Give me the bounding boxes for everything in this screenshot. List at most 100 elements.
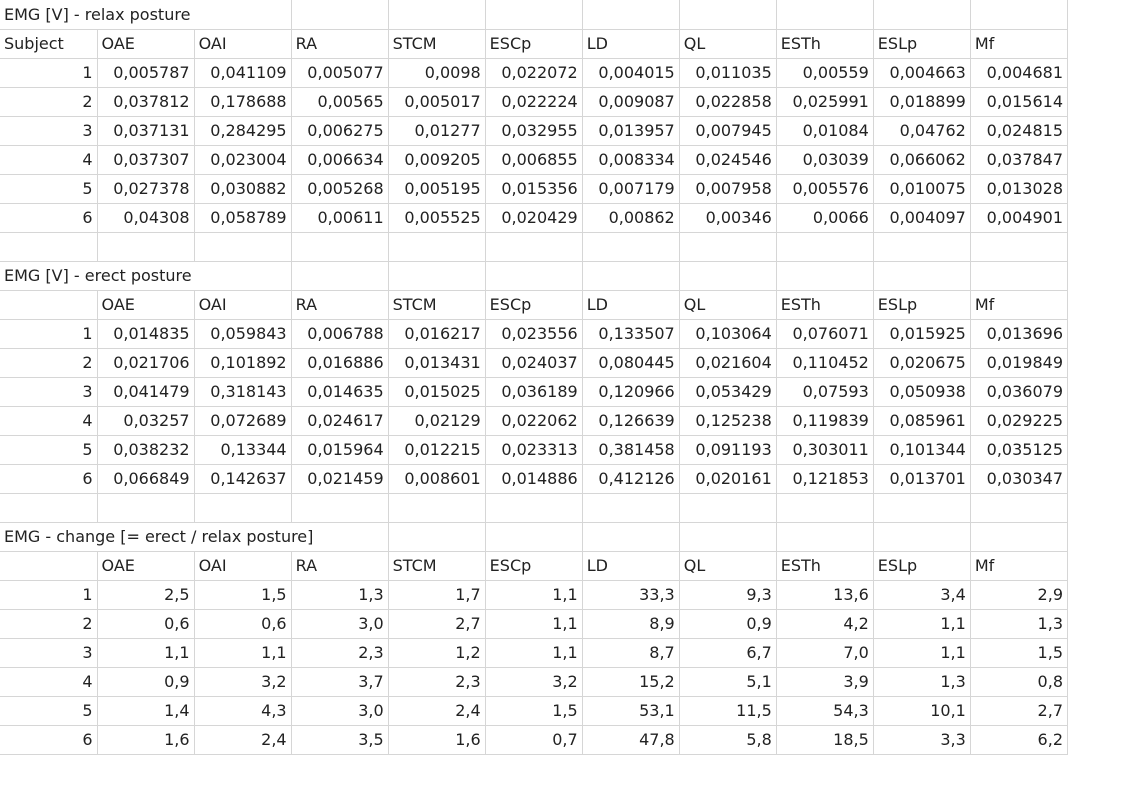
data-cell: 0,303011 [775,434,874,465]
empty-cell [96,492,195,523]
data-cell: 0,007179 [581,173,680,204]
column-header: LD [581,550,680,581]
data-cell: 0,036079 [969,376,1069,407]
data-cell: 0,015356 [484,173,583,204]
data-cell: 1,7 [387,579,486,610]
data-cell: 1,4 [96,695,195,726]
empty-cell [969,260,1069,291]
data-row: 6 0,04308 0,058789 0,00611 0,005525 0,020429 0… [0,202,1069,233]
data-cell: 3,7 [290,666,389,697]
column-header: ESLp [872,28,971,59]
data-cell: 0,008601 [387,463,486,494]
empty-cell [775,0,874,30]
data-cell: 3,0 [290,608,389,639]
data-cell: 1,2 [387,637,486,668]
title-row: EMG [V] - relax posture [0,0,1069,30]
empty-cell [387,492,486,523]
data-cell: 3,5 [290,724,389,755]
data-cell: 0,014635 [290,376,389,407]
data-cell: 0,009087 [581,86,680,117]
data-cell: 0,016886 [290,347,389,378]
empty-cell [0,231,98,262]
column-header: ESCp [484,28,583,59]
data-cell: 5,1 [678,666,777,697]
data-cell: 15,2 [581,666,680,697]
sheet-body: EMG [V] - relax posture Subject OAE OAI RA ST… [0,0,1069,755]
title-row: EMG [V] - erect posture [0,260,1069,291]
empty-cell [775,260,874,291]
data-cell: 0,016217 [387,318,486,349]
data-cell: 0,021706 [96,347,195,378]
data-cell: 0,005787 [96,57,195,88]
data-cell: 0,04308 [96,202,195,233]
data-cell: 0,006634 [290,144,389,175]
data-cell: 1,1 [96,637,195,668]
empty-cell [290,231,389,262]
column-header: RA [290,289,389,320]
data-cell: 0,091193 [678,434,777,465]
header-row: OAE OAI RA STCM ESCp LD QL ESTh ESLp Mf [0,550,1069,581]
data-cell: 0,037812 [96,86,195,117]
data-cell: 0,005195 [387,173,486,204]
subject-id: 2 [0,608,98,639]
empty-cell [193,492,292,523]
data-cell: 0,01277 [387,115,486,146]
data-cell: 0,066849 [96,463,195,494]
data-cell: 0,030347 [969,463,1069,494]
data-cell: 0,7 [484,724,583,755]
data-row: 1 0,005787 0,041109 0,005077 0,0098 0,022072 0… [0,57,1069,88]
empty-cell [484,260,583,291]
data-row: 4 0,9 3,2 3,7 2,3 3,2 15,2 5,1 3,9 1,3 0,8 [0,666,1069,697]
column-header: QL [678,28,777,59]
data-cell: 0,085961 [872,405,971,436]
column-header: OAI [193,550,292,581]
data-cell: 0,022224 [484,86,583,117]
data-row: 3 0,037131 0,284295 0,006275 0,01277 0,032955… [0,115,1069,146]
data-cell: 0,024617 [290,405,389,436]
data-cell: 0,025991 [775,86,874,117]
data-cell: 0,0066 [775,202,874,233]
empty-cell [969,231,1069,262]
data-cell: 0,178688 [193,86,292,117]
subject-id: 6 [0,202,98,233]
data-cell: 0,037131 [96,115,195,146]
empty-cell [969,0,1069,30]
data-cell: 0,126639 [581,405,680,436]
data-cell: 0,013431 [387,347,486,378]
data-cell: 0,022072 [484,57,583,88]
data-cell: 0,013696 [969,318,1069,349]
data-cell: 0,024037 [484,347,583,378]
data-cell: 4,2 [775,608,874,639]
data-cell: 47,8 [581,724,680,755]
column-header: OAE [96,289,195,320]
data-cell: 0,022062 [484,405,583,436]
empty-row [0,231,1069,262]
data-cell: 0,023313 [484,434,583,465]
column-header: LD [581,28,680,59]
subject-id: 2 [0,347,98,378]
data-cell: 3,0 [290,695,389,726]
data-row: 6 0,066849 0,142637 0,021459 0,008601 0,01488… [0,463,1069,494]
data-cell: 0,004097 [872,202,971,233]
column-header: QL [678,550,777,581]
data-cell: 0,284295 [193,115,292,146]
data-cell: 2,5 [96,579,195,610]
column-header: Mf [969,550,1069,581]
subject-id: 6 [0,463,98,494]
empty-cell [290,492,389,523]
data-cell: 0,015925 [872,318,971,349]
data-cell: 1,5 [484,695,583,726]
column-header: LD [581,289,680,320]
data-cell: 13,6 [775,579,874,610]
data-cell: 0,041109 [193,57,292,88]
data-cell: 8,7 [581,637,680,668]
empty-row [0,492,1069,523]
data-cell: 0,03039 [775,144,874,175]
subject-id: 2 [0,86,98,117]
data-cell: 0,004015 [581,57,680,88]
data-cell: 1,3 [290,579,389,610]
subject-id: 5 [0,173,98,204]
data-cell: 3,3 [872,724,971,755]
data-cell: 0,058789 [193,202,292,233]
subject-id: 1 [0,318,98,349]
